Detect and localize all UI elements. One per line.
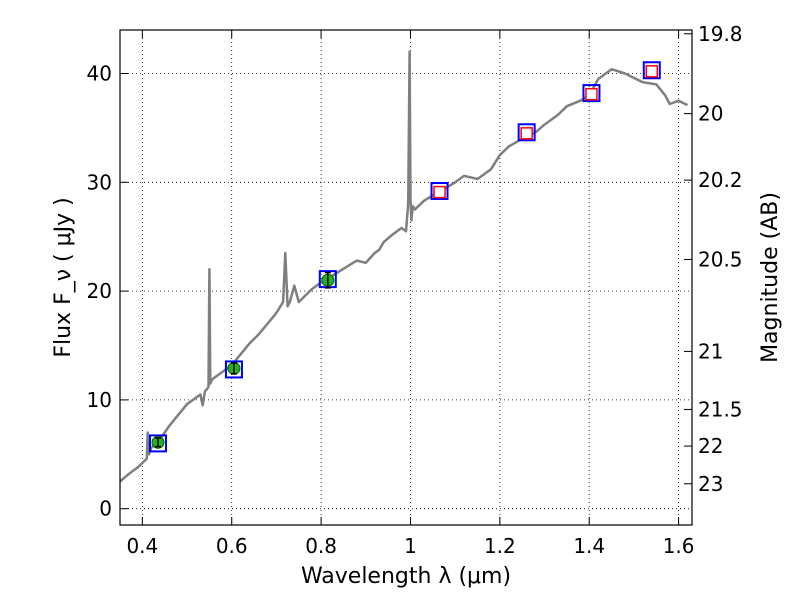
y-tick-label: 40 — [87, 62, 112, 86]
magnitude-axis-label: Magnitude (AB) — [758, 192, 783, 363]
ir-photometry-marker — [520, 127, 533, 140]
mag-tick-label: 20.2 — [698, 168, 743, 192]
x-tick-label: 0.6 — [216, 534, 248, 558]
mag-tick-label: 22 — [698, 434, 723, 458]
x-tick-label: 1.6 — [663, 534, 695, 558]
grid-lines — [120, 30, 692, 525]
y-tick-label: 0 — [99, 497, 112, 521]
ir-photometry-marker — [433, 185, 446, 199]
y-axis-label: Flux F_ν ( μJy ) — [51, 197, 76, 357]
x-tick-label: 1 — [404, 534, 417, 558]
mag-tick-label: 20 — [698, 102, 723, 126]
y-tick-label: 20 — [87, 279, 112, 303]
model-band-marker — [517, 123, 536, 142]
model-spectrum-line — [119, 50, 689, 483]
x-tick-label: 0.8 — [305, 534, 337, 558]
ir-photometry-marker — [645, 65, 659, 78]
model-band-marker — [224, 360, 243, 379]
x-axis-label: Wavelength λ (μm) — [301, 564, 511, 589]
y-tick-label: 10 — [87, 388, 112, 412]
y-tick-label: 30 — [87, 170, 112, 194]
x-tick-label: 1.4 — [573, 534, 605, 558]
model-band-marker — [148, 434, 167, 453]
plot-series — [119, 50, 689, 483]
axis-ticks: 0.4 0.6 0.8 1 1.2 1.4 1.6 0 10 20 30 40 19.8 20 20.2 20… — [87, 22, 743, 558]
model-band-marker — [582, 84, 601, 103]
plot-frame — [119, 29, 693, 526]
mag-tick-label: 19.8 — [698, 22, 743, 46]
x-tick-label: 1.2 — [484, 534, 516, 558]
mag-tick-label: 21.5 — [698, 397, 743, 421]
mag-tick-label: 21 — [698, 339, 723, 363]
mag-tick-label: 20.5 — [698, 247, 743, 271]
mag-tick-label: 23 — [698, 472, 723, 496]
x-tick-label: 0.4 — [126, 534, 158, 558]
model-band-marker — [430, 182, 449, 201]
model-band-marker — [642, 61, 661, 80]
ir-photometry-marker — [585, 87, 598, 101]
